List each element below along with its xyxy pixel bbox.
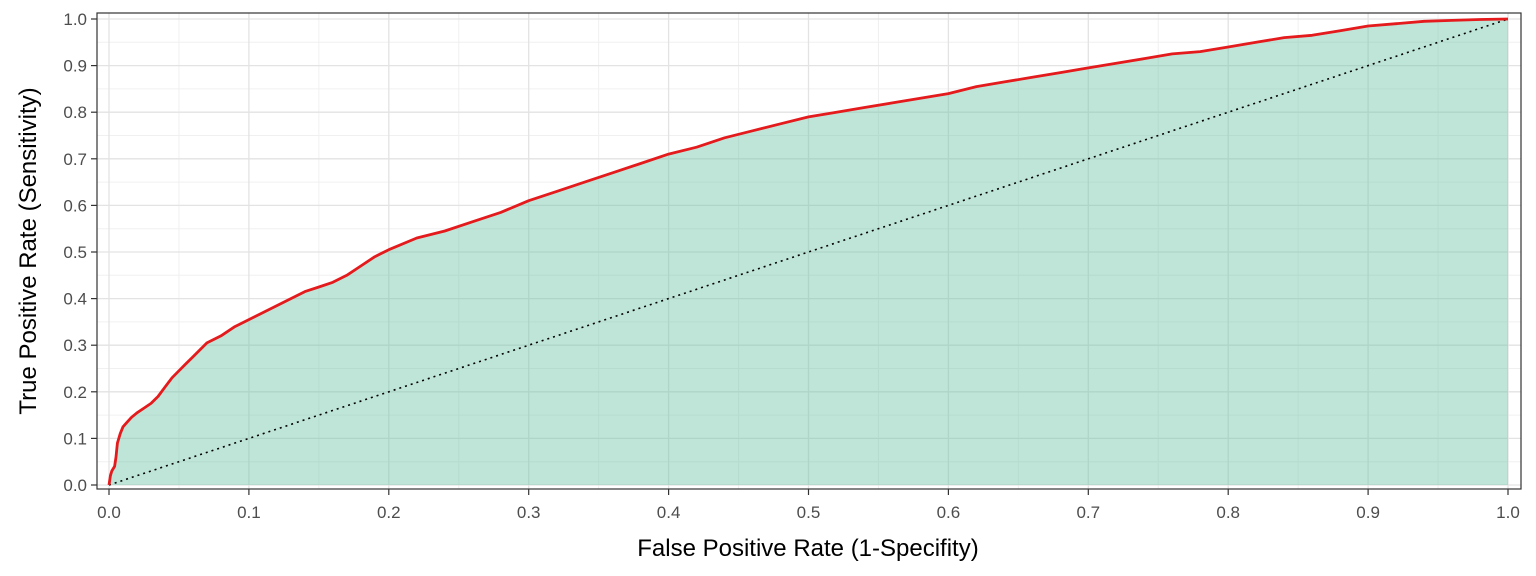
x-axis-ticks: 0.0 0.1 0.2 0.3 0.4 0.5 0.6 0.7 0.8 0.9 1.0 (97, 489, 1520, 522)
y-tick-label: 0.9 (63, 57, 87, 76)
grid-major (97, 13, 1521, 489)
y-tick-label: 0.8 (63, 103, 87, 122)
x-tick-label: 0.4 (657, 503, 681, 522)
x-tick-label: 0.9 (1356, 503, 1380, 522)
x-tick-label: 1.0 (1496, 503, 1520, 522)
y-tick-label: 0.5 (63, 243, 87, 262)
x-tick-label: 0.3 (517, 503, 541, 522)
y-tick-label: 0.6 (63, 196, 87, 215)
x-axis-title: False Positive Rate (1-Specifity) (637, 535, 978, 562)
y-tick-label: 1.0 (63, 10, 87, 29)
x-tick-label: 0.0 (97, 503, 121, 522)
y-tick-label: 0.7 (63, 150, 87, 169)
y-tick-label: 0.1 (63, 429, 87, 448)
y-tick-label: 0.3 (63, 336, 87, 355)
y-axis-ticks: 0.0 0.1 0.2 0.3 0.4 0.5 0.6 0.7 0.8 0.9 1.0 (63, 10, 97, 495)
roc-curve-line (107, 17, 1509, 486)
y-tick-label: 0.4 (63, 290, 87, 309)
x-tick-label: 0.8 (1216, 503, 1240, 522)
y-tick-label: 0.0 (63, 476, 87, 495)
x-tick-label: 0.7 (1076, 503, 1100, 522)
x-tick-label: 0.2 (377, 503, 401, 522)
x-tick-label: 0.1 (237, 503, 261, 522)
y-axis-title: True Positive Rate (Sensitivity) (15, 87, 42, 414)
x-tick-label: 0.6 (937, 503, 961, 522)
y-tick-label: 0.2 (63, 383, 87, 402)
x-tick-label: 0.5 (797, 503, 821, 522)
